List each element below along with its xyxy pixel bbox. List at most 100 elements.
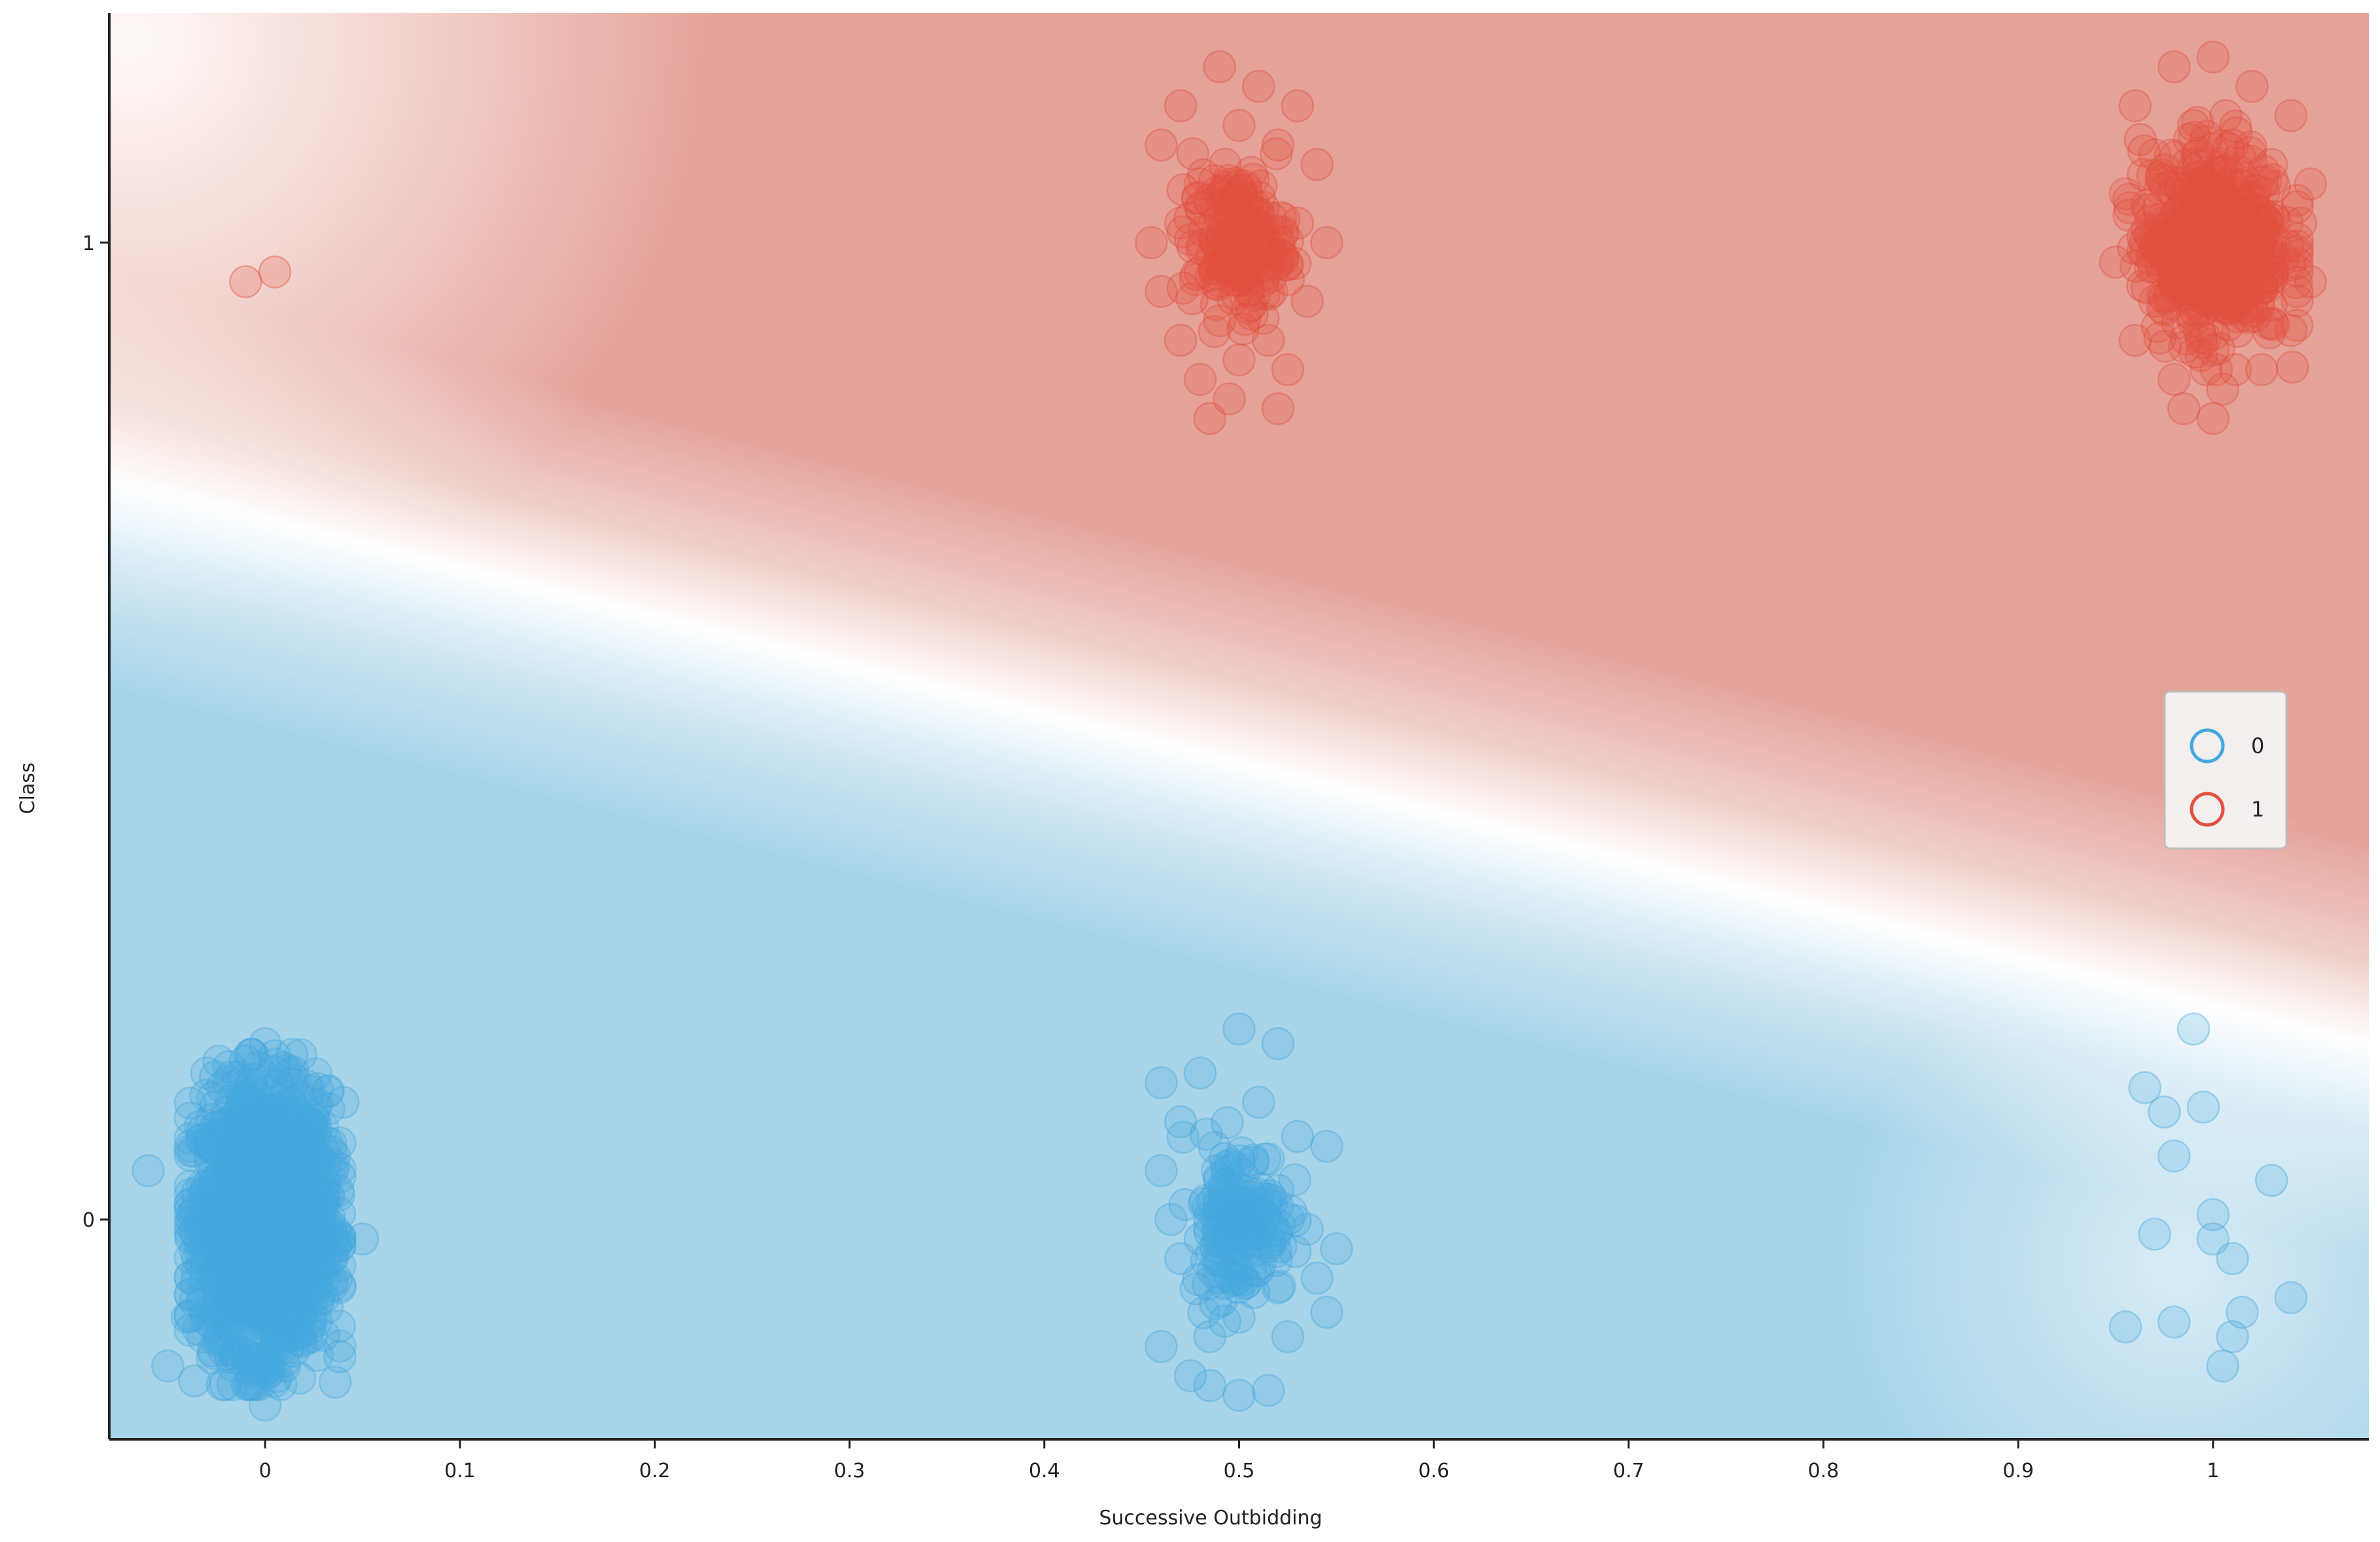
data-point-class-0 [227,1180,260,1214]
data-point-class-0 [1154,1202,1188,1236]
data-point-class-0 [300,1138,334,1172]
data-point-class-0 [200,1119,233,1153]
data-point-class-0 [261,1184,295,1218]
data-point-class-0 [243,1235,276,1269]
data-point-class-0 [255,1185,288,1218]
data-point-class-0 [221,1263,255,1296]
data-point-class-1 [1222,226,1256,260]
data-point-class-1 [2148,329,2182,363]
data-point-class-0 [267,1187,300,1221]
data-point-class-0 [1193,1320,1227,1354]
data-point-class-0 [248,1202,282,1235]
data-point-class-0 [294,1108,327,1142]
data-point-class-0 [283,1165,317,1199]
data-point-class-0 [245,1233,279,1267]
data-point-class-0 [200,1110,234,1144]
data-point-class-0 [307,1281,340,1314]
data-point-class-0 [184,1123,218,1157]
data-point-class-1 [1145,128,1178,162]
data-point-class-1 [258,255,292,289]
data-point-class-0 [248,1299,281,1332]
data-point-class-0 [261,1278,295,1311]
data-point-class-0 [230,1188,264,1221]
x-tick-label: 0.1 [444,1460,476,1482]
data-point-class-1 [2128,226,2161,260]
data-point-class-0 [224,1152,258,1186]
data-point-class-0 [226,1282,260,1316]
y-ticks: 01 [82,232,109,1232]
data-point-class-0 [2158,1139,2191,1173]
data-point-class-0 [255,1263,289,1297]
data-point-class-0 [247,1148,281,1182]
data-point-class-0 [255,1218,288,1252]
data-point-class-0 [243,1204,277,1238]
data-point-class-1 [2196,192,2229,226]
data-point-class-0 [268,1349,302,1383]
x-tick-label: 0.6 [1418,1460,1449,1482]
data-point-class-0 [132,1154,165,1187]
data-point-class-0 [260,1263,294,1297]
data-point-class-0 [1163,1105,1198,1138]
data-point-class-0 [289,1257,323,1291]
data-point-class-0 [279,1214,313,1248]
data-point-class-0 [230,1246,263,1279]
data-point-class-0 [185,1248,219,1282]
data-point-class-1 [2196,40,2230,74]
data-point-class-0 [283,1176,316,1210]
data-point-class-0 [247,1281,281,1315]
data-point-class-0 [213,1284,247,1317]
data-point-class-0 [2216,1242,2249,1276]
data-point-class-0 [247,1274,281,1308]
data-point-class-0 [222,1240,256,1274]
data-point-class-0 [189,1297,222,1331]
data-point-class-1 [1135,226,1168,260]
data-point-class-1 [2276,350,2309,384]
data-point-class-0 [250,1177,284,1211]
data-point-class-1 [2158,50,2191,84]
data-point-class-0 [240,1272,274,1306]
data-point-class-0 [272,1159,306,1193]
data-point-class-0 [246,1096,279,1130]
data-point-class-0 [246,1206,279,1240]
data-point-class-1 [2196,226,2230,260]
data-point-class-0 [1193,1369,1227,1403]
data-point-class-0 [241,1195,275,1229]
data-point-class-0 [313,1151,347,1184]
data-point-class-0 [244,1251,277,1285]
data-point-class-0 [204,1170,238,1204]
data-point-class-1 [1242,196,1275,230]
data-point-class-1 [2226,196,2259,230]
data-point-class-1 [1261,128,1295,162]
data-point-class-0 [198,1198,231,1232]
data-point-class-0 [238,1274,271,1308]
data-point-class-0 [211,1064,245,1098]
data-point-class-0 [257,1246,291,1280]
data-point-class-0 [222,1197,256,1231]
data-point-class-0 [268,1206,302,1240]
data-point-class-0 [195,1212,228,1246]
data-point-class-0 [237,1131,270,1165]
data-point-class-0 [282,1159,315,1193]
data-point-class-0 [220,1280,253,1314]
data-point-class-0 [192,1128,226,1161]
data-point-class-0 [241,1138,274,1171]
data-point-class-0 [243,1211,276,1245]
data-point-class-1 [2245,353,2279,387]
data-point-class-0 [1310,1129,1343,1163]
data-point-class-0 [245,1120,279,1154]
data-point-class-0 [271,1301,304,1334]
data-point-class-0 [224,1291,257,1325]
data-point-class-0 [256,1144,290,1177]
data-point-class-0 [261,1209,295,1242]
data-point-class-0 [215,1185,248,1218]
data-point-class-0 [247,1059,280,1093]
data-point-class-1 [2216,128,2249,162]
data-point-class-0 [236,1225,269,1259]
data-point-class-0 [251,1310,285,1344]
data-point-class-1 [2099,245,2133,279]
data-point-class-0 [205,1186,239,1220]
data-point-class-0 [244,1282,278,1315]
data-point-class-0 [276,1217,310,1251]
data-point-class-1 [2118,89,2152,123]
data-point-class-0 [275,1247,309,1280]
